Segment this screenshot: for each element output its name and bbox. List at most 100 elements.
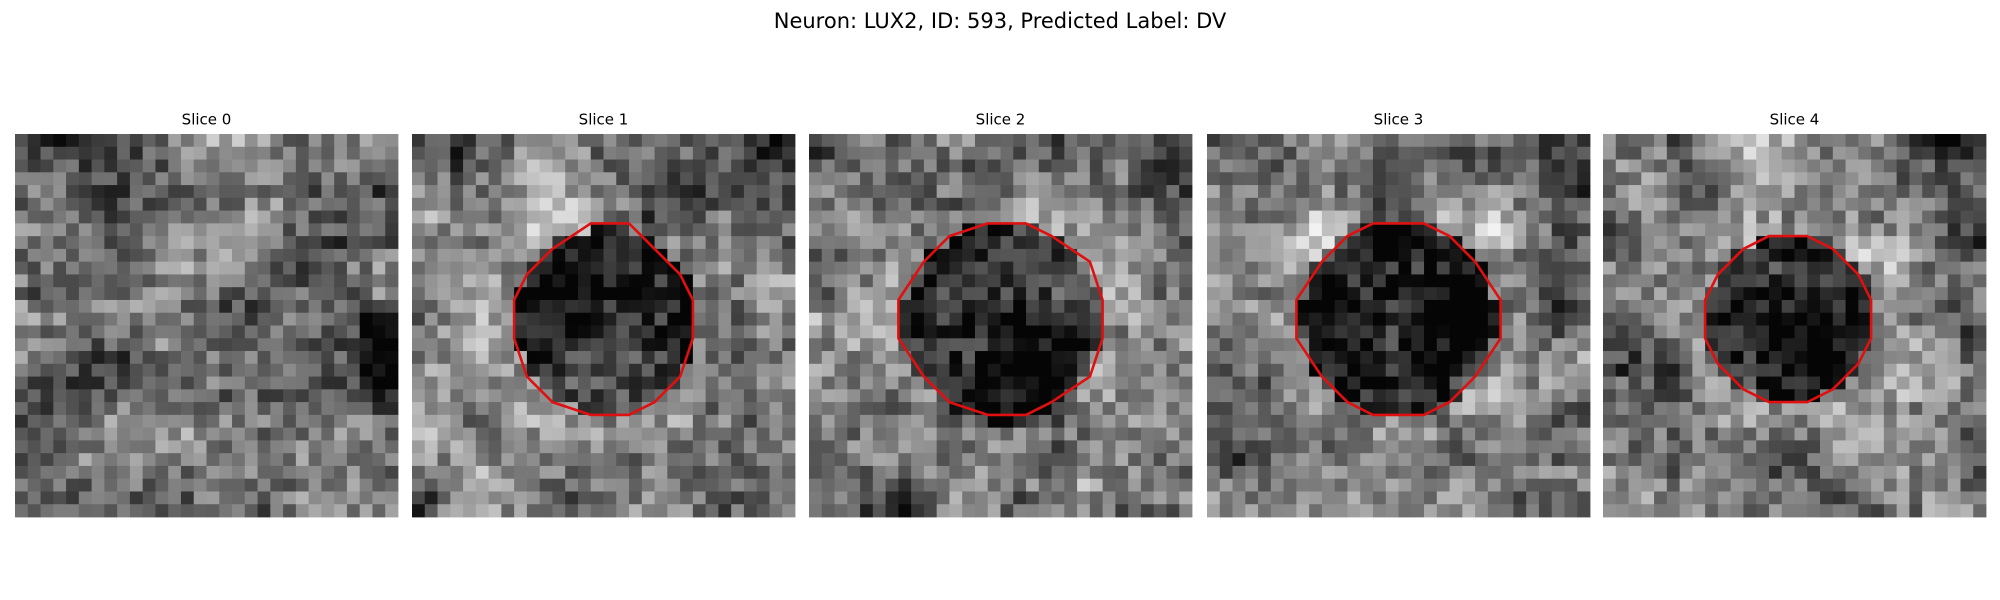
pixel bbox=[1820, 197, 1834, 211]
pixel bbox=[962, 427, 976, 441]
pixel bbox=[692, 389, 707, 403]
pixel bbox=[705, 172, 719, 186]
pixel bbox=[1832, 389, 1846, 403]
pixel bbox=[1564, 248, 1578, 263]
pixel bbox=[565, 312, 579, 326]
pixel bbox=[1309, 236, 1323, 250]
pixel bbox=[1398, 248, 1412, 263]
pixel bbox=[1026, 453, 1040, 467]
pixel bbox=[180, 172, 195, 186]
pixel bbox=[1321, 197, 1336, 211]
pixel bbox=[27, 325, 41, 339]
pixel bbox=[1654, 261, 1668, 275]
pixel bbox=[257, 363, 271, 377]
pixel bbox=[692, 440, 707, 454]
pixel bbox=[1089, 159, 1104, 173]
pixel bbox=[731, 146, 745, 160]
pixel bbox=[1896, 248, 1910, 263]
pixel bbox=[616, 261, 630, 275]
pixel bbox=[1628, 465, 1642, 480]
pixel bbox=[577, 287, 592, 301]
pixel bbox=[1654, 351, 1668, 365]
pixel bbox=[705, 299, 719, 314]
pixel bbox=[1756, 414, 1770, 429]
pixel bbox=[1922, 453, 1936, 467]
pixel bbox=[1258, 389, 1272, 403]
pixel bbox=[193, 159, 207, 173]
pixel bbox=[1115, 478, 1129, 492]
pixel bbox=[321, 491, 335, 505]
pixel bbox=[962, 159, 976, 173]
pixel bbox=[1064, 159, 1078, 173]
pixel bbox=[1756, 363, 1770, 377]
pixel bbox=[680, 299, 694, 314]
pixel bbox=[346, 185, 361, 199]
pixel bbox=[385, 274, 399, 288]
pixel bbox=[1321, 389, 1336, 403]
pixel bbox=[1705, 223, 1719, 237]
pixel bbox=[1000, 440, 1014, 454]
pixel bbox=[1000, 210, 1014, 224]
pixel bbox=[372, 159, 386, 173]
pixel bbox=[1730, 465, 1744, 480]
pixel bbox=[1038, 185, 1052, 199]
pixel bbox=[244, 223, 258, 237]
pixel bbox=[743, 504, 758, 518]
pixel bbox=[1077, 491, 1091, 505]
pixel bbox=[974, 248, 989, 263]
figure-title: Neuron: LUX2, ID: 593, Predicted Label: … bbox=[774, 9, 1227, 33]
pixel bbox=[1258, 440, 1272, 454]
pixel bbox=[1089, 312, 1104, 326]
pixel bbox=[244, 351, 258, 365]
pixel bbox=[1500, 185, 1514, 199]
pixel bbox=[898, 146, 912, 160]
pixel bbox=[1705, 197, 1719, 211]
pixel bbox=[463, 427, 477, 441]
pixel bbox=[15, 197, 29, 211]
pixel bbox=[53, 236, 67, 250]
pixel bbox=[1140, 299, 1155, 314]
pixel bbox=[91, 402, 105, 416]
pixel bbox=[1347, 159, 1361, 173]
pixel bbox=[1832, 402, 1846, 416]
pixel bbox=[552, 299, 566, 314]
pixel bbox=[1603, 159, 1617, 173]
pixel bbox=[450, 146, 464, 160]
pixel bbox=[872, 185, 886, 199]
pixel bbox=[1334, 312, 1348, 326]
pixel bbox=[616, 312, 630, 326]
pixel bbox=[1794, 389, 1808, 403]
pixel bbox=[860, 504, 874, 518]
pixel bbox=[860, 134, 874, 148]
pixel bbox=[1538, 478, 1553, 492]
pixel bbox=[1666, 478, 1680, 492]
pixel bbox=[1232, 223, 1246, 237]
pixel bbox=[1334, 351, 1348, 365]
pixel bbox=[1115, 274, 1129, 288]
pixel bbox=[552, 134, 566, 148]
pixel bbox=[1781, 287, 1795, 301]
pixel bbox=[232, 363, 246, 377]
pixel bbox=[180, 236, 195, 250]
pixel bbox=[501, 134, 515, 148]
pixel bbox=[1756, 453, 1770, 467]
pixel bbox=[359, 159, 373, 173]
pixel bbox=[769, 299, 783, 314]
pixel bbox=[437, 312, 451, 326]
pixel bbox=[1730, 504, 1744, 518]
pixel bbox=[117, 389, 131, 403]
pixel bbox=[1219, 363, 1233, 377]
pixel bbox=[1666, 338, 1680, 352]
pixel bbox=[603, 134, 617, 148]
pixel bbox=[295, 414, 310, 429]
pixel bbox=[1026, 376, 1040, 390]
pixel bbox=[1245, 274, 1259, 288]
pixel bbox=[1896, 185, 1910, 199]
pixel bbox=[1909, 134, 1923, 148]
pixel bbox=[1372, 299, 1387, 314]
pixel bbox=[1038, 312, 1052, 326]
pixel bbox=[1334, 440, 1348, 454]
pixel bbox=[872, 223, 886, 237]
pixel bbox=[450, 504, 464, 518]
pixel bbox=[1153, 440, 1167, 454]
